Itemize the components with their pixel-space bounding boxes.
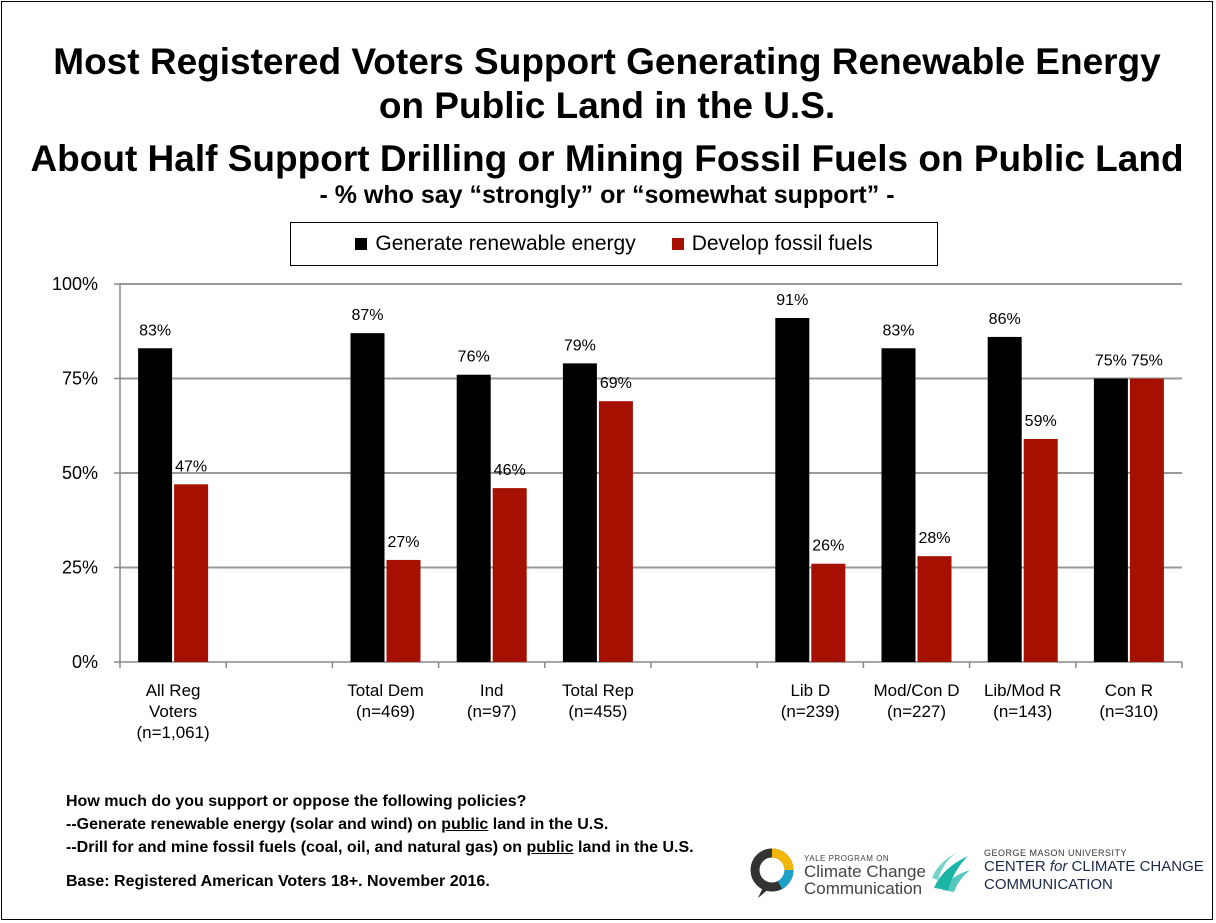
category-label-0-0: All Reg bbox=[146, 681, 201, 700]
bar-fossil-3 bbox=[492, 488, 527, 662]
category-label-3-0: Ind bbox=[480, 681, 504, 700]
category-label-7-0: Mod/Con D bbox=[874, 681, 960, 700]
gmu-logo-small-text: GEORGE MASON UNIVERSITY bbox=[984, 848, 1128, 858]
yale-logo-line-1: Climate Change bbox=[804, 861, 926, 881]
legend-item-fossil: Develop fossil fuels bbox=[671, 232, 873, 256]
gmu-logo-line-1-post: CLIMATE CHANGE bbox=[1067, 858, 1204, 875]
gmu-logo-line-2: COMMUNICATION bbox=[984, 876, 1113, 893]
bar-label-fossil-4: 69% bbox=[600, 375, 632, 392]
bar-fossil-9 bbox=[1129, 378, 1164, 662]
notes-item-2-pre: --Drill for and mine fossil fuels (coal,… bbox=[66, 839, 527, 856]
y-tick-label-1: 25% bbox=[62, 558, 98, 578]
yale-logo-line-2: Communication bbox=[804, 878, 923, 898]
category-label-0-2: (n=1,061) bbox=[136, 723, 209, 742]
chart-title-line-2: on Public Land in the U.S. bbox=[378, 85, 836, 126]
yale-logo-icon bbox=[750, 848, 794, 898]
chart-title-line-1: Most Registered Voters Support Generatin… bbox=[53, 41, 1161, 82]
y-tick-label-2: 50% bbox=[62, 463, 98, 483]
bar-renewable-4 bbox=[562, 363, 597, 662]
yale-logo: YALE PROGRAM ON Climate Change Communica… bbox=[750, 848, 926, 902]
chart-title-line-3: About Half Support Drilling or Mining Fo… bbox=[30, 138, 1184, 179]
category-label-7-1: (n=227) bbox=[887, 702, 946, 721]
bar-fossil-2 bbox=[386, 559, 421, 662]
legend-swatch-renewable bbox=[355, 238, 368, 250]
category-label-4-1: (n=455) bbox=[568, 702, 627, 721]
category-label-9-1: (n=310) bbox=[1099, 702, 1158, 721]
bar-renewable-6 bbox=[775, 318, 810, 662]
bar-label-fossil-0: 47% bbox=[175, 458, 207, 475]
category-label-6-0: Lib D bbox=[790, 681, 830, 700]
gmu-logo-icon bbox=[932, 852, 970, 892]
notes-item-1-pre: --Generate renewable energy (solar and w… bbox=[66, 816, 442, 833]
bar-label-renewable-6: 91% bbox=[776, 292, 808, 309]
bar-renewable-9 bbox=[1093, 378, 1128, 662]
category-label-8-1: (n=143) bbox=[993, 702, 1052, 721]
bar-label-fossil-8: 59% bbox=[1025, 413, 1057, 430]
bar-label-renewable-9: 75% bbox=[1095, 353, 1127, 370]
bar-fossil-0 bbox=[174, 484, 209, 662]
bar-renewable-0 bbox=[138, 348, 173, 662]
gmu-logo-line-1-pre: CENTER bbox=[984, 858, 1050, 875]
bar-label-fossil-3: 46% bbox=[494, 462, 526, 479]
y-tick-label-3: 75% bbox=[62, 369, 98, 389]
legend-swatch-fossil bbox=[671, 238, 684, 250]
category-label-6-1: (n=239) bbox=[781, 702, 840, 721]
bar-fossil-6 bbox=[811, 563, 846, 662]
bar-label-fossil-6: 26% bbox=[812, 538, 844, 555]
y-tick-label-0: 0% bbox=[72, 652, 98, 672]
bar-renewable-3 bbox=[456, 374, 491, 662]
bar-label-fossil-2: 27% bbox=[387, 534, 419, 551]
survey-notes: How much do you support or oppose the fo… bbox=[66, 790, 694, 859]
bar-label-fossil-7: 28% bbox=[918, 530, 950, 547]
legend-item-renewable: Generate renewable energy bbox=[355, 232, 636, 256]
notes-question: How much do you support or oppose the fo… bbox=[66, 793, 527, 810]
survey-base: Base: Registered American Voters 18+. No… bbox=[66, 873, 490, 890]
bar-label-renewable-4: 79% bbox=[564, 337, 596, 354]
legend-label-fossil: Develop fossil fuels bbox=[691, 232, 873, 255]
bar-fossil-4 bbox=[598, 401, 633, 662]
category-label-9-0: Con R bbox=[1105, 681, 1153, 700]
bar-renewable-8 bbox=[987, 336, 1022, 662]
y-tick-label-4: 100% bbox=[52, 274, 98, 294]
bar-label-renewable-3: 76% bbox=[458, 349, 490, 366]
bar-label-fossil-9: 75% bbox=[1131, 353, 1163, 370]
category-label-0-1: Voters bbox=[149, 702, 197, 721]
bar-renewable-7 bbox=[881, 348, 916, 662]
bar-fossil-7 bbox=[917, 556, 952, 662]
notes-item-2-post: land in the U.S. bbox=[573, 839, 694, 856]
bar-label-renewable-7: 83% bbox=[882, 322, 914, 339]
category-label-4-0: Total Rep bbox=[562, 681, 634, 700]
notes-item-1-underline: public bbox=[441, 816, 489, 833]
bar-label-renewable-8: 86% bbox=[989, 311, 1021, 328]
notes-item-2: --Drill for and mine fossil fuels (coal,… bbox=[66, 836, 694, 859]
gmu-logo-line-1: CENTER for CLIMATE CHANGE bbox=[984, 858, 1204, 876]
notes-item-1-post: land in the U.S. bbox=[488, 816, 609, 833]
yale-logo-small-text: YALE PROGRAM ON bbox=[804, 853, 890, 863]
bar-label-renewable-2: 87% bbox=[351, 307, 383, 324]
bar-chart: 0% 25% 50% 75% 100% 83% 87% 76% 79% 91% 83% 86% 75% 4… bbox=[52, 274, 1183, 742]
bar-fossil-8 bbox=[1023, 438, 1058, 662]
bar-renewable-2 bbox=[350, 333, 385, 662]
chart-subtitle: - % who say “strongly” or “somewhat supp… bbox=[319, 181, 895, 209]
category-label-2-1: (n=469) bbox=[356, 702, 415, 721]
legend-label-renewable: Generate renewable energy bbox=[375, 232, 636, 255]
gmu-logo: GEORGE MASON UNIVERSITY CENTER for CLIMA… bbox=[928, 848, 1204, 894]
bar-label-renewable-0: 83% bbox=[139, 322, 171, 339]
legend: Generate renewable energy Develop fossil… bbox=[290, 222, 938, 266]
notes-item-1: --Generate renewable energy (solar and w… bbox=[66, 813, 694, 836]
category-label-3-1: (n=97) bbox=[467, 702, 517, 721]
gmu-logo-line-1-for: for bbox=[1049, 858, 1068, 875]
category-label-2-0: Total Dem bbox=[347, 681, 424, 700]
category-label-8-0: Lib/Mod R bbox=[984, 681, 1061, 700]
notes-item-2-underline: public bbox=[526, 839, 574, 856]
